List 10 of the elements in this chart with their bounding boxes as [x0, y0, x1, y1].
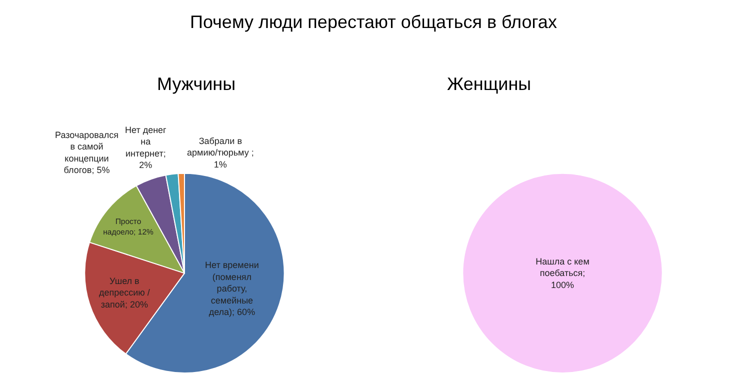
slice-label: Нашла с кем поебаться; 100%	[536, 256, 590, 290]
text: Почему люди перестают общаться в блогах	[190, 12, 557, 32]
slice-label: Нет времени (поменял работу, семейные дела); 60%	[205, 260, 259, 317]
slice-label: Нет денег на интернет; 2%	[125, 125, 168, 170]
slice-label: Просто надоело; 12%	[103, 217, 154, 236]
slice-label: Разочаровался в самой концепции блогов; 5%	[55, 130, 119, 176]
slice-label: Забрали в армию/тюрьму ; 1%	[187, 136, 254, 170]
slice-label: Ушел в депрессию / запой; 20%	[98, 276, 150, 310]
chart-title: Мужчины	[157, 74, 236, 94]
chart-title: Женщины	[447, 74, 532, 94]
